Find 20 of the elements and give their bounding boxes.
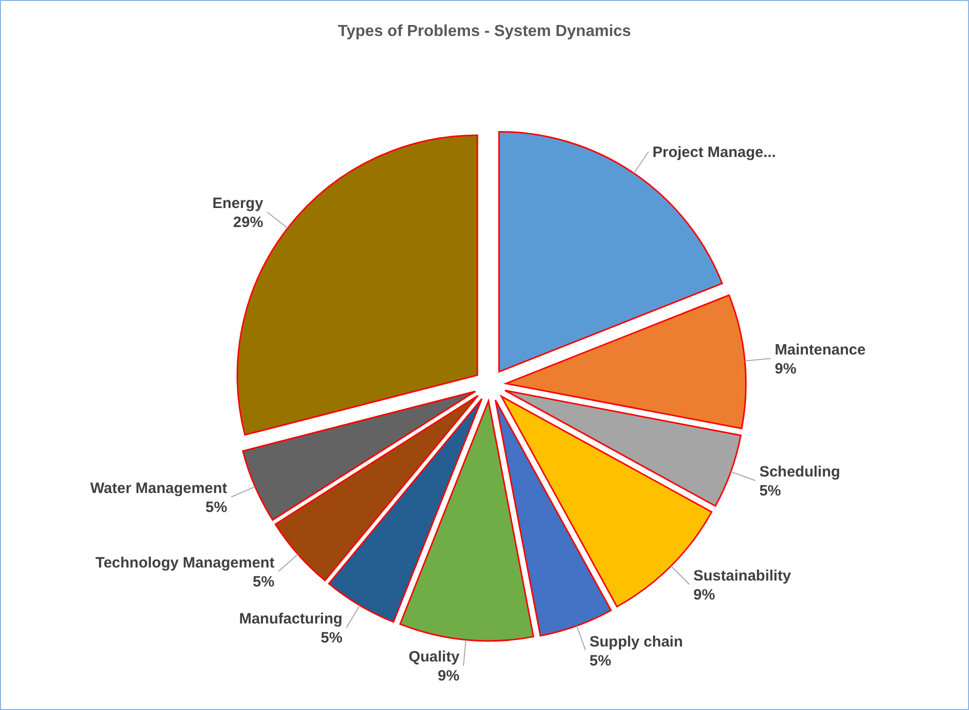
slice-label: Scheduling	[759, 464, 840, 481]
data-label: 5%	[759, 482, 782, 500]
slice-label: Sustainability	[693, 567, 792, 584]
slice-label: Project Manage...	[652, 144, 776, 161]
data-label: 5%	[590, 652, 612, 670]
data-label: 9%	[774, 360, 796, 378]
data-label: 9%	[438, 668, 460, 685]
slice-label: Supply chain	[590, 633, 683, 650]
slice-label: Energy	[212, 195, 264, 212]
data-label: 5%	[252, 573, 274, 590]
slice-label: Water Management	[90, 480, 228, 497]
data-label: 5%	[320, 630, 342, 647]
slice-label: Maintenance	[774, 341, 866, 358]
chart-title: Types of Problems - System Dynamics	[338, 23, 632, 40]
data-label: 29%	[233, 214, 264, 232]
data-label: 9%	[693, 586, 716, 604]
slice-label: Manufacturing	[239, 610, 342, 628]
data-label: 5%	[206, 498, 228, 516]
slice-label: Technology Management	[96, 554, 274, 572]
slice-label: Quality	[408, 648, 460, 666]
